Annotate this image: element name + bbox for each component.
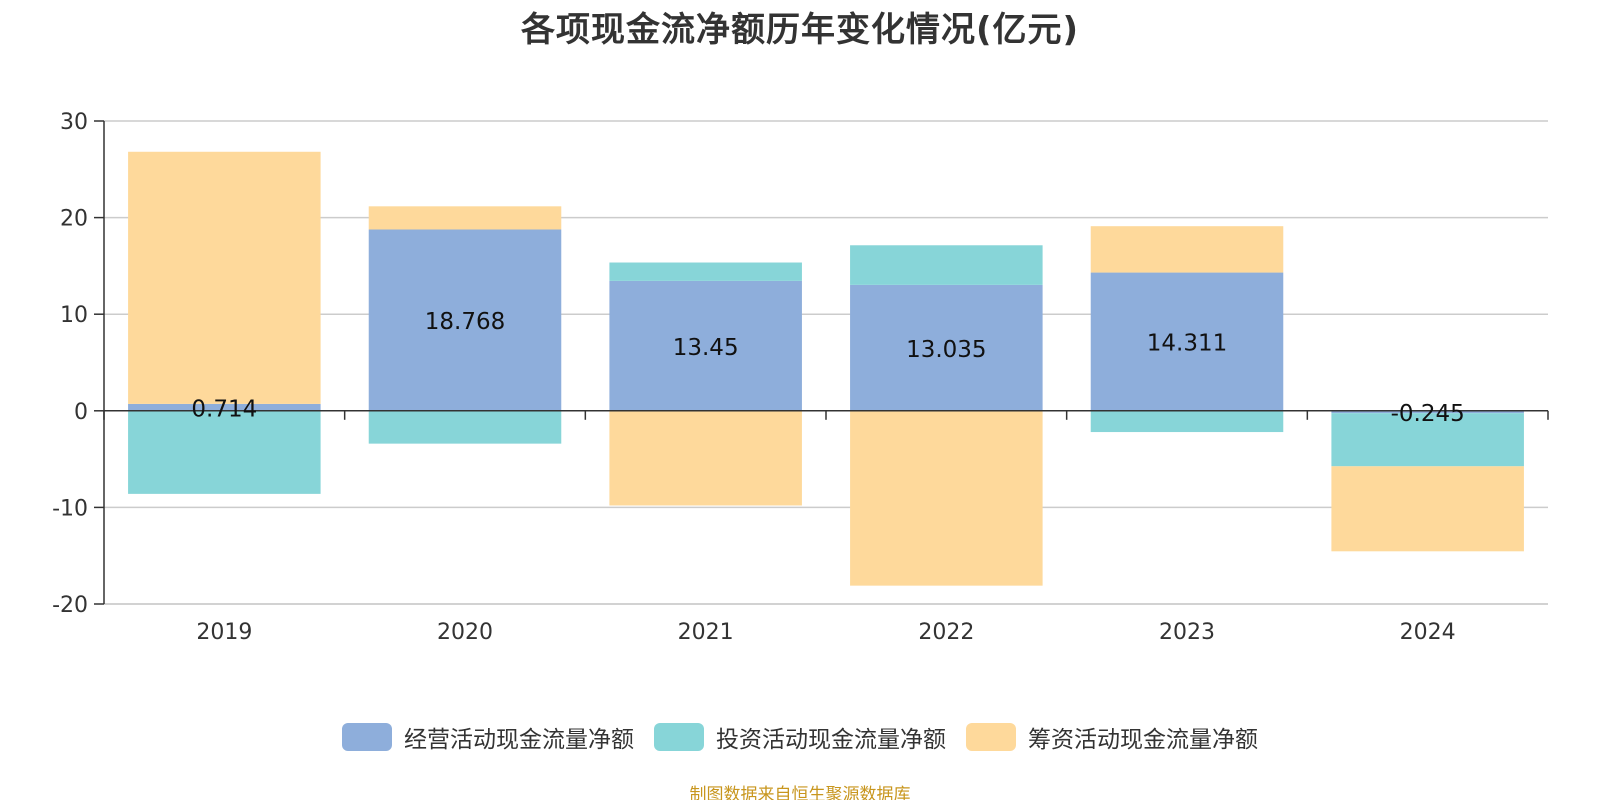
bar-2024-series-0 xyxy=(1331,410,1524,414)
bar-2023-series-0 xyxy=(1090,272,1284,411)
bar-2022-series-2 xyxy=(850,410,1043,586)
bar-2019-series-2 xyxy=(128,151,321,404)
bar-2022-series-0 xyxy=(850,284,1043,411)
y-tick-label: 20 xyxy=(60,207,88,232)
bar-2021-series-1 xyxy=(609,262,802,281)
legend-item-2[interactable]: 筹资活动现金流量净额 xyxy=(966,720,1258,754)
data-label-2024: -0.245 xyxy=(1391,401,1465,427)
x-tick-label: 2021 xyxy=(678,620,734,645)
y-tick-label: 0 xyxy=(74,400,88,425)
bar-2024-series-2 xyxy=(1331,466,1524,552)
data-label-2020: 18.768 xyxy=(425,309,505,335)
y-tick-label: 10 xyxy=(60,303,88,328)
bar-2023-series-2 xyxy=(1090,226,1284,273)
bar-2020-series-1 xyxy=(368,410,562,444)
legend-item-0[interactable]: 经营活动现金流量净额 xyxy=(342,720,634,754)
bar-2022-series-1 xyxy=(850,245,1043,285)
y-tick-label: -10 xyxy=(52,496,88,521)
legend-swatch xyxy=(966,723,1016,751)
y-tick-label: -20 xyxy=(52,593,88,618)
bar-layer xyxy=(128,151,1524,586)
data-label-layer: 0.714 18.768 13.45 13.035 14.311 -0.245 xyxy=(191,309,1464,427)
bar-2024-series-1 xyxy=(1331,413,1524,467)
x-tick-label: 2022 xyxy=(918,620,974,645)
chart-title: 各项现金流净额历年变化情况(亿元) xyxy=(520,10,1080,50)
source-note: 制图数据来自恒生聚源数据库 xyxy=(689,785,911,800)
axis-layer: 30 20 10 0 -10 -20 2019 2020 2021 2022 2023 2024 xyxy=(52,110,1549,645)
legend-swatch xyxy=(654,723,704,751)
legend-swatch xyxy=(342,723,392,751)
legend-label: 经营活动现金流量净额 xyxy=(404,727,634,753)
legend-label: 筹资活动现金流量净额 xyxy=(1028,727,1258,753)
chart-legend: 经营活动现金流量净额 投资活动现金流量净额 筹资活动现金流量净额 xyxy=(0,720,1600,754)
legend-item-1[interactable]: 投资活动现金流量净额 xyxy=(654,720,946,754)
data-label-2021: 13.45 xyxy=(673,335,739,361)
bar-2021-series-2 xyxy=(609,410,802,506)
bar-2020-series-0 xyxy=(368,229,562,411)
x-tick-label: 2019 xyxy=(196,620,252,645)
x-tick-label: 2023 xyxy=(1159,620,1215,645)
x-tick-label: 2024 xyxy=(1400,620,1456,645)
bar-2023-series-1 xyxy=(1090,410,1284,433)
bar-2019-series-0 xyxy=(128,403,321,411)
y-tick-label: 30 xyxy=(60,110,88,135)
x-tick-label: 2020 xyxy=(437,620,493,645)
bar-2019-series-1 xyxy=(128,410,321,494)
data-label-2019: 0.714 xyxy=(191,396,257,422)
data-label-2022: 13.035 xyxy=(906,337,986,363)
data-label-2023: 14.311 xyxy=(1147,331,1227,357)
bar-2021-series-0 xyxy=(609,280,802,411)
bar-2020-series-2 xyxy=(368,206,562,230)
legend-label: 投资活动现金流量净额 xyxy=(716,727,946,753)
